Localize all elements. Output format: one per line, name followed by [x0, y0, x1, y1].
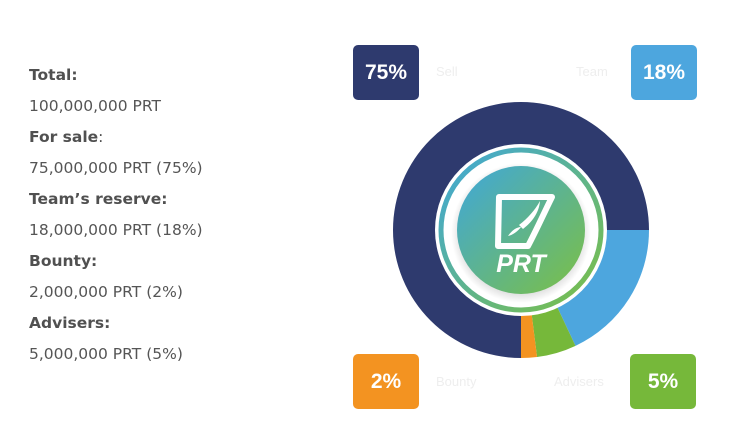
bounty-percent-badge: 2% [353, 354, 419, 409]
advisers-value: 5,000,000 PRT (5%) [29, 345, 183, 363]
bounty-series-label: Bounty [436, 374, 477, 389]
for-sale-label: For sale: [29, 128, 104, 146]
advisers-series-label: Advisers [554, 374, 604, 389]
advisers-percent-badge: 5% [630, 354, 696, 409]
bounty-label: Bounty: [29, 252, 98, 270]
total-label: Total: [29, 66, 78, 84]
team-reserve-label: Team’s reserve: [29, 190, 168, 208]
sell-percent-badge: 75% [353, 45, 419, 100]
rocket-icon [508, 201, 540, 236]
advisers-label: Advisers: [29, 314, 111, 332]
logo-card-shape [495, 194, 555, 249]
logo-text: PRT [496, 250, 548, 278]
team-percent-badge: 18% [631, 45, 697, 100]
logo-ring [438, 147, 604, 313]
token-distribution-info: Total: 100,000,000 PRT For sale: 75,000,… [29, 60, 329, 370]
sell-series-label: Sell [436, 64, 458, 79]
for-sale-value: 75,000,000 PRT (75%) [29, 159, 203, 177]
team-series-label: Team [576, 64, 608, 79]
team-reserve-value: 18,000,000 PRT (18%) [29, 221, 203, 239]
total-value: 100,000,000 PRT [29, 97, 161, 115]
bounty-value: 2,000,000 PRT (2%) [29, 283, 183, 301]
